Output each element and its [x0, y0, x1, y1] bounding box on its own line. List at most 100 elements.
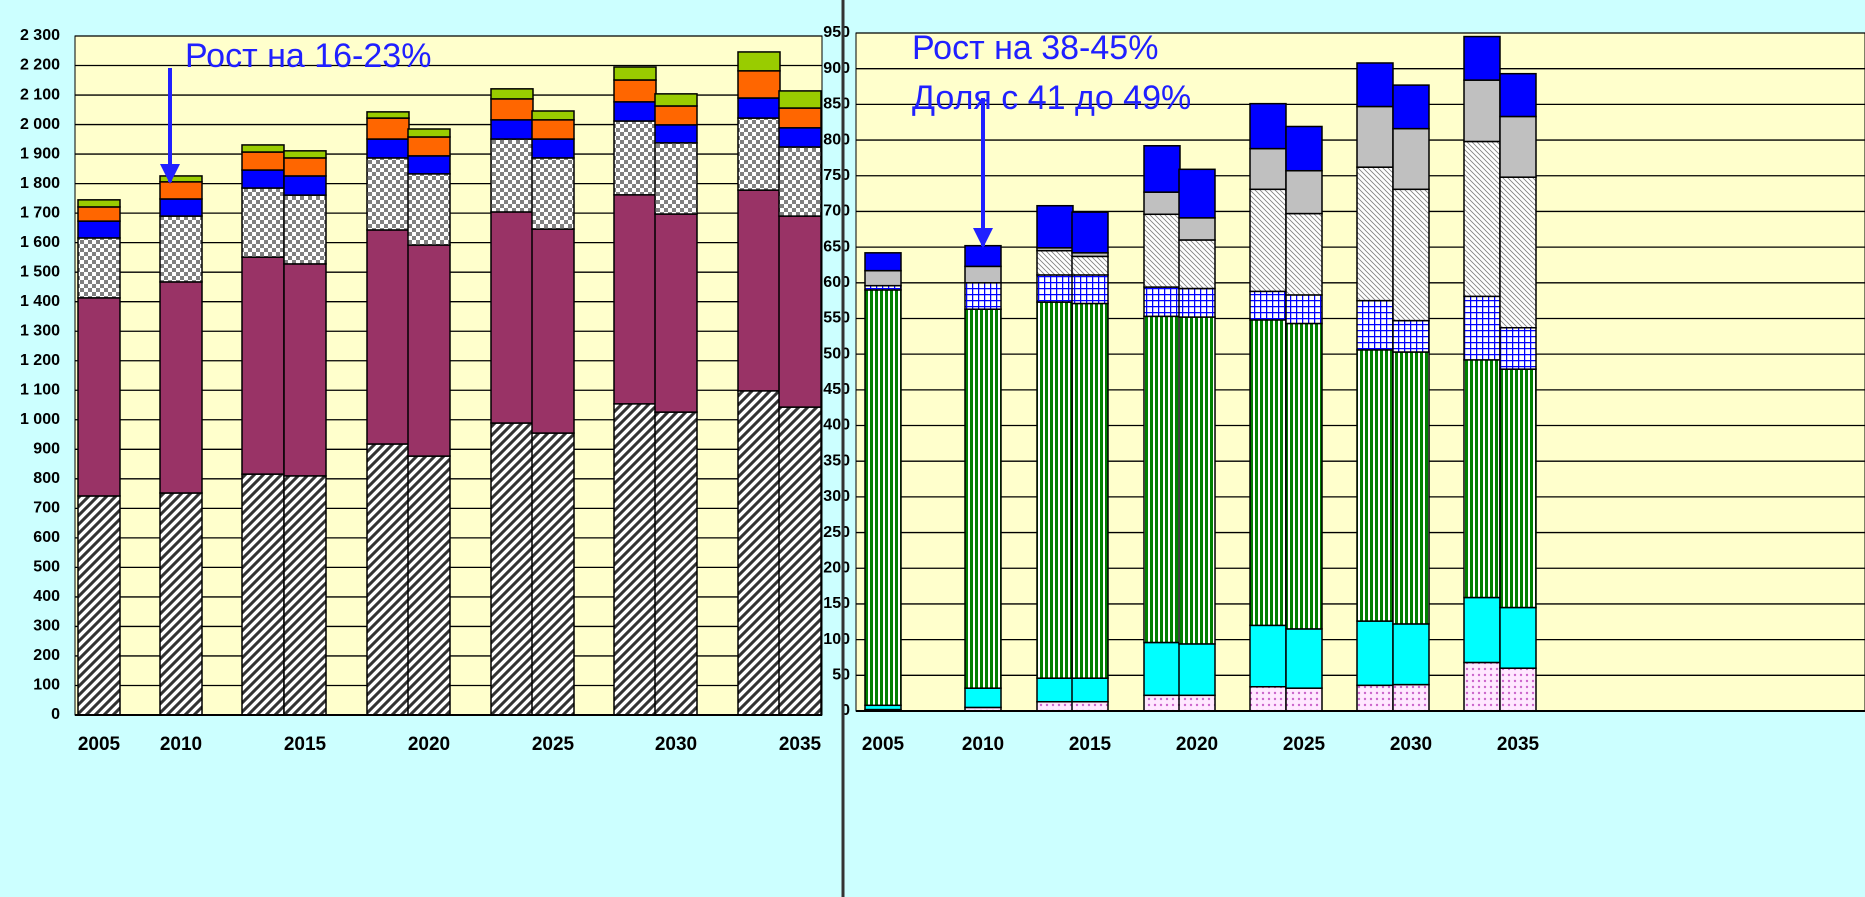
- y-tick-label: 0: [51, 706, 60, 723]
- y-tick-label: 500: [33, 559, 60, 576]
- bar-segment: [366, 157, 410, 231]
- bar-segment: [531, 138, 575, 159]
- x-tick-label: 2010: [962, 734, 1004, 755]
- bar-segment: [1249, 188, 1287, 293]
- x-tick-label: 2035: [1497, 734, 1540, 755]
- bar-segment: [159, 198, 203, 217]
- x-tick-label: 2005: [78, 734, 121, 755]
- bar-segment: [77, 220, 121, 239]
- left-chart: 0 100 200 300 400 500 600 700 800 900 1 000 1 100 1 …: [20, 27, 823, 755]
- y-tick-label: 450: [823, 381, 850, 398]
- y-tick-label: 400: [823, 417, 850, 434]
- bar-segment: [778, 127, 822, 148]
- bar-segment: [159, 175, 203, 183]
- y-tick-label: 800: [823, 131, 850, 148]
- bar-segment: [407, 173, 451, 246]
- bar-segment: [1178, 643, 1216, 697]
- bar-segment: [159, 215, 203, 283]
- x-tick-label: 2005: [862, 734, 905, 755]
- bar-segment: [1036, 700, 1074, 712]
- bar-segment: [531, 228, 575, 434]
- bar-segment: [531, 157, 575, 230]
- bar-segment: [283, 263, 327, 477]
- bar-segment: [490, 422, 534, 716]
- bar-segment: [1392, 623, 1430, 686]
- y-tick-label: 600: [823, 274, 850, 291]
- y-tick-label: 2 000: [20, 116, 60, 133]
- y-tick-label: 300: [33, 618, 60, 635]
- x-tick-label: 2020: [1176, 734, 1218, 755]
- bar-segment: [1499, 176, 1537, 329]
- y-tick-label: 1 000: [20, 411, 60, 428]
- bar-segment: [1356, 62, 1394, 108]
- bar-segment: [1285, 212, 1323, 296]
- bar-segment: [778, 146, 822, 217]
- y-tick-label: 2 300: [20, 27, 60, 44]
- y-tick-label: 2 100: [20, 86, 60, 103]
- y-tick-label: 400: [33, 588, 60, 605]
- y-tick-label: 650: [823, 238, 850, 255]
- bar-segment: [1392, 188, 1430, 322]
- bar-segment: [737, 70, 781, 99]
- bar-segment: [1143, 145, 1181, 193]
- y-tick-label: 950: [823, 24, 850, 41]
- bar-segment: [366, 229, 410, 445]
- bar-segment: [778, 90, 822, 109]
- bar-segment: [1499, 327, 1537, 370]
- bar-segment: [407, 128, 451, 138]
- bar-segment: [778, 107, 822, 129]
- y-tick-label: 2 200: [20, 57, 60, 74]
- bar-segment: [737, 97, 781, 119]
- y-tick-label: 700: [823, 203, 850, 220]
- bar-segment: [1356, 684, 1394, 712]
- bar-segment: [159, 281, 203, 494]
- bar-segment: [1143, 641, 1181, 697]
- bar-segment: [283, 150, 327, 159]
- y-tick-label: 1 700: [20, 204, 60, 221]
- bar-segment: [283, 475, 327, 716]
- bar-segment: [613, 194, 657, 405]
- y-tick-label: 800: [33, 470, 60, 487]
- bar-segment: [283, 175, 327, 196]
- bar-segment: [1249, 319, 1287, 627]
- bar-segment: [1463, 35, 1501, 81]
- bar-segment: [1036, 204, 1074, 249]
- bar-segment: [1071, 302, 1109, 679]
- bar-segment: [1463, 79, 1501, 143]
- bar-segment: [241, 151, 285, 171]
- bar-segment: [654, 213, 698, 413]
- bar-segment: [613, 66, 657, 81]
- bar-segment: [864, 269, 902, 287]
- bar-segment: [737, 117, 781, 191]
- bar-segment: [1392, 683, 1430, 712]
- y-tick-label: 1 300: [20, 322, 60, 339]
- bar-segment: [1285, 322, 1323, 630]
- bar-segment: [1463, 295, 1501, 361]
- bar-segment: [1499, 368, 1537, 609]
- bar-segment: [1178, 217, 1216, 241]
- bar-segment: [407, 455, 451, 716]
- y-tick-label: 1 400: [20, 293, 60, 310]
- bar-segment: [654, 411, 698, 716]
- bar-segment: [1071, 255, 1109, 276]
- bar-segment: [77, 495, 121, 716]
- y-tick-label: 200: [823, 559, 850, 576]
- bar-segment: [654, 124, 698, 144]
- bar-segment: [1071, 677, 1109, 703]
- bar-segment: [241, 256, 285, 475]
- bar-segment: [1392, 319, 1430, 353]
- bar-segment: [1285, 687, 1323, 712]
- x-tick-label: 2035: [779, 734, 822, 755]
- bar-segment: [1499, 72, 1537, 118]
- bar-segment: [241, 473, 285, 716]
- bar-segment: [1356, 166, 1394, 302]
- bar-segment: [1249, 147, 1287, 191]
- bar-segment: [1285, 628, 1323, 689]
- bar-segment: [77, 206, 121, 222]
- y-tick-label: 350: [823, 452, 850, 469]
- bar-segment: [1356, 349, 1394, 622]
- bar-segment: [490, 98, 534, 121]
- right-chart: 0 50 100 150 200 250 300 350 400 450 500 550 600 650 7…: [823, 24, 1865, 755]
- y-tick-label: 600: [33, 529, 60, 546]
- y-tick-label: 850: [823, 96, 850, 113]
